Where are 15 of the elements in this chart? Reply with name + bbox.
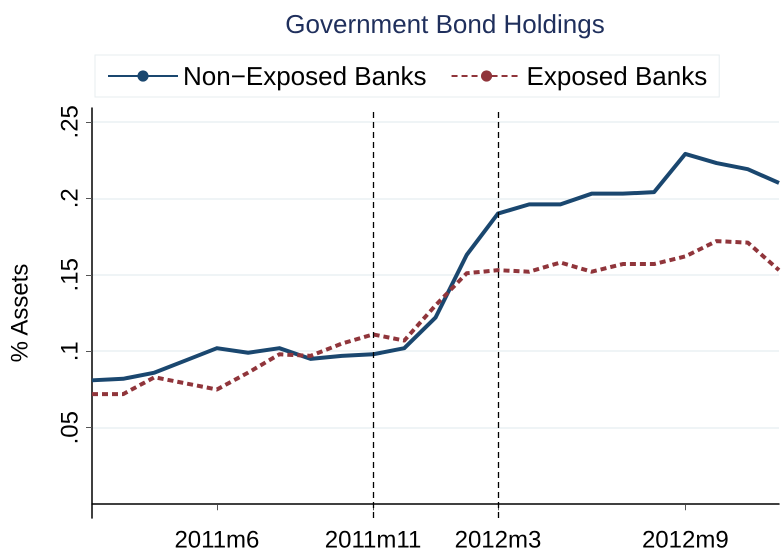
- legend-label: Exposed Banks: [526, 61, 708, 91]
- x-tick-label: 2011m6: [174, 526, 260, 554]
- y-tick-label: .25: [56, 105, 84, 138]
- legend-label: Non−Exposed Banks: [183, 61, 427, 91]
- line-series: [90, 152, 781, 382]
- x-tick-label: 2012m3: [454, 526, 542, 554]
- x-tick-label: 2011m11: [324, 526, 422, 554]
- chart-title: Government Bond Holdings: [285, 9, 605, 39]
- y-tick-label: .15: [56, 258, 84, 292]
- line-series: [90, 239, 781, 396]
- y-tick-label: .2: [56, 188, 84, 208]
- x-tick-label: 2012m9: [642, 526, 729, 554]
- y-tick-label: .1: [56, 341, 84, 362]
- y-axis-title: % Assets: [6, 264, 34, 362]
- y-tick-label: .05: [56, 411, 84, 444]
